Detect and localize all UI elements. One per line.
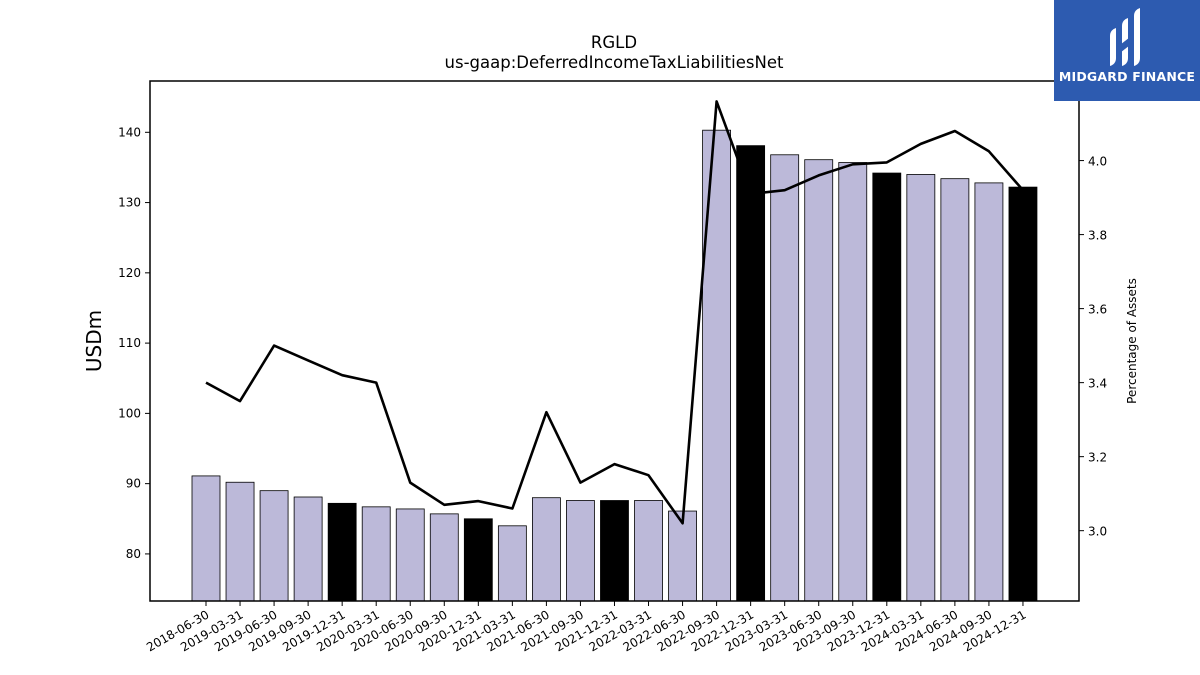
bar-2021-06-30 (532, 497, 561, 602)
y-tick-label: 100 (118, 406, 141, 420)
brand-logo: MIDGARD FINANCE (1054, 0, 1200, 101)
y2-tick-label: 3.4 (1088, 377, 1107, 391)
y2-tick-label: 3.6 (1088, 303, 1107, 317)
bar-2020-06-30 (395, 508, 425, 602)
y-axis-left: 80 90 100 110 120 130 140 (118, 125, 150, 561)
bar-2024-06-30 (940, 178, 970, 602)
line-layer (205, 100, 1024, 525)
y-axis-label: USDm (82, 310, 106, 372)
bar-2022-09-30 (702, 129, 731, 602)
bar-2022-03-31 (634, 500, 663, 602)
y2-tick-label: 3.8 (1088, 229, 1107, 243)
brand-name: MIDGARD FINANCE (1058, 69, 1196, 84)
bar-2023-06-30 (804, 159, 834, 602)
bar-2020-12-31 (463, 518, 493, 602)
bar-2023-12-31 (872, 172, 902, 602)
bar-2021-03-31 (497, 525, 527, 602)
y-tick-label: 120 (118, 266, 141, 280)
y2-tick-label: 4.0 (1088, 155, 1107, 169)
bar-2019-09-30 (293, 496, 323, 602)
bar-2024-09-30 (974, 182, 1004, 602)
chart-title: RGLD (591, 33, 637, 52)
y-tick-label: 130 (118, 196, 141, 210)
bar-2023-03-31 (770, 154, 800, 602)
y-axis-right: 3.0 3.2 3.4 3.6 3.8 4.0 (1079, 155, 1107, 539)
y2-tick-label: 3.2 (1088, 451, 1107, 465)
y2-tick-label: 3.0 (1088, 525, 1107, 539)
bars-layer (191, 129, 1038, 602)
bar-2020-09-30 (429, 513, 459, 602)
bar-2020-03-31 (361, 506, 391, 602)
bar-2023-09-30 (838, 162, 868, 602)
chart-subtitle: us-gaap:DeferredIncomeTaxLiabilitiesNet (445, 53, 784, 72)
y-tick-label: 110 (118, 336, 141, 350)
bar-2019-06-30 (259, 490, 289, 602)
y2-axis-label: Percentage of Assets (1125, 278, 1139, 404)
midgard-logo-icon (1110, 8, 1140, 66)
bar-2018-06-30 (191, 475, 221, 602)
bar-2022-12-31 (736, 145, 766, 602)
bar-2024-03-31 (906, 174, 936, 602)
bar-2021-12-31 (600, 500, 629, 602)
y-tick-label: 90 (126, 477, 141, 491)
bar-2019-03-31 (225, 481, 255, 602)
y-tick-label: 80 (126, 547, 141, 561)
y-tick-label: 140 (118, 125, 141, 139)
x-axis: 2018-06-302019-03-312019-06-302019-09-30… (144, 601, 1028, 654)
bar-2024-12-31 (1008, 186, 1038, 602)
bar-2021-09-30 (566, 500, 595, 602)
line-series-percentage (205, 100, 1024, 525)
bar-2019-12-31 (327, 502, 357, 602)
